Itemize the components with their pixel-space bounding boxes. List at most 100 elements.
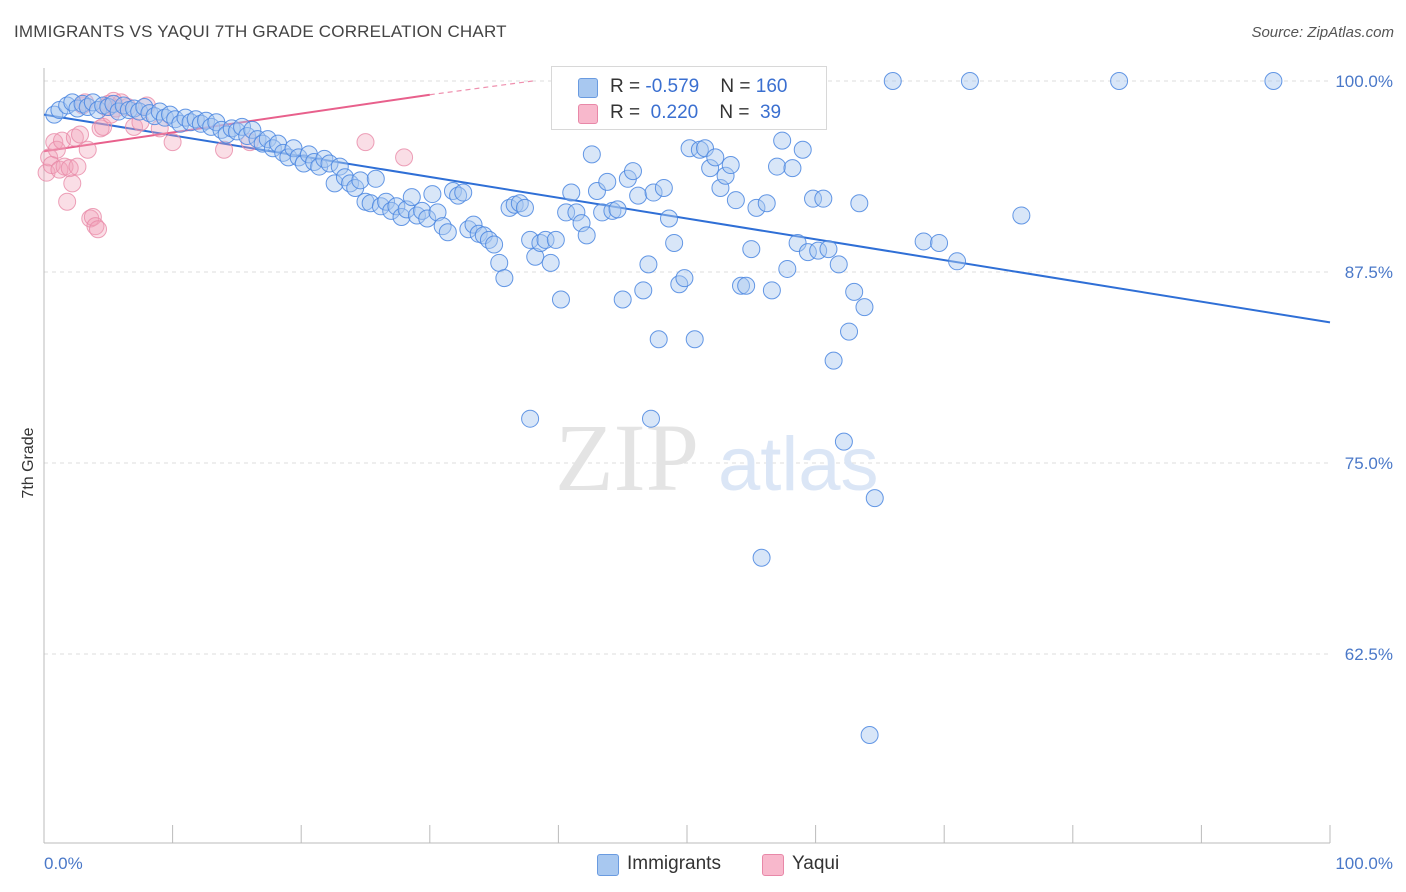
immigrants-point-94 (531, 233, 550, 252)
legend-row-immigrants: R = -0.579 N = 160 (552, 75, 826, 101)
immigrants-point-122 (675, 269, 694, 288)
immigrants-point-69 (402, 188, 421, 207)
r-label: R = (610, 102, 646, 123)
immigrants-point-128 (706, 148, 725, 167)
y-tick-label-2: 87.5% (1345, 263, 1393, 282)
immigrants-point-109 (608, 200, 627, 219)
trend-line-immigrants (43, 113, 1331, 324)
immigrants-point-64 (377, 192, 396, 211)
y-tick-label-3: 100.0% (1335, 72, 1393, 91)
immigrants-point-46 (284, 139, 303, 158)
axes (43, 68, 1331, 844)
immigrants-point-117 (649, 330, 668, 349)
immigrants-point-132 (726, 191, 745, 210)
immigrants-point-91 (515, 198, 534, 217)
series-yaqui-points (37, 91, 414, 239)
legend-text-immigrants: R = -0.579 N = 160 (610, 76, 787, 98)
immigrants-point-157 (855, 298, 874, 317)
yaqui-point-10 (63, 174, 82, 193)
immigrants-point-116 (644, 183, 663, 202)
immigrants-point-139 (762, 281, 781, 300)
series-immigrants-points (45, 72, 1283, 744)
immigrants-point-92 (521, 230, 540, 249)
immigrants-point-86 (490, 253, 509, 272)
immigrants-point-107 (598, 172, 617, 191)
watermark-atlas: atlas (718, 422, 879, 507)
immigrants-point-135 (742, 240, 761, 259)
immigrants-point-96 (541, 253, 560, 272)
legend-swatch-yaqui (578, 104, 598, 124)
source-label: Source: ZipAtlas.com (1251, 24, 1394, 41)
immigrants-point-55 (330, 157, 349, 176)
immigrants-point-163 (1264, 72, 1283, 90)
immigrants-point-131 (721, 156, 740, 175)
immigrants-point-158 (860, 725, 879, 744)
immigrants-point-153 (834, 432, 853, 451)
immigrants-point-87 (495, 269, 514, 288)
immigrants-point-88 (500, 198, 519, 217)
yaqui-point-19 (86, 217, 105, 236)
immigrants-point-10 (99, 97, 118, 116)
immigrants-point-138 (757, 194, 776, 213)
immigrants-point-121 (670, 275, 689, 294)
immigrants-point-165 (641, 409, 660, 428)
immigrants-point-104 (582, 145, 601, 164)
immigrants-point-149 (814, 189, 833, 208)
immigrants-point-147 (804, 189, 823, 208)
chart-title: IMMIGRANTS VS YAQUI 7TH GRADE CORRELATIO… (14, 22, 507, 41)
immigrants-point-103 (577, 226, 596, 245)
immigrants-point-73 (423, 185, 442, 204)
immigrants-point-20 (150, 102, 169, 121)
n-value-yaqui: 39 (754, 102, 782, 123)
immigrants-point-166 (914, 232, 933, 251)
immigrants-point-115 (639, 255, 658, 274)
immigrants-point-54 (325, 174, 344, 193)
immigrants-point-137 (752, 548, 771, 567)
immigrants-point-59 (351, 171, 370, 190)
yaqui-point-8 (58, 192, 77, 211)
yaqui-point-38 (395, 148, 414, 167)
immigrants-point-97 (546, 230, 565, 249)
immigrants-point-74 (428, 203, 447, 222)
immigrants-point-156 (850, 194, 869, 213)
immigrants-point-76 (438, 223, 457, 242)
immigrants-point-99 (557, 203, 576, 222)
stats-legend: R = -0.579 N = 160 R = 0.220 N = 39 (551, 66, 827, 130)
immigrants-point-101 (567, 203, 586, 222)
n-value-immigrants: 160 (755, 76, 788, 97)
watermark: ZIP atlas (555, 404, 879, 511)
immigrants-point-124 (685, 330, 704, 349)
immigrants-point-164 (521, 409, 540, 428)
immigrants-point-144 (788, 233, 807, 252)
y-axis-label: 7th Grade (20, 427, 37, 498)
immigrants-point-28 (191, 114, 210, 133)
trend-line-yaqui-extension (429, 80, 533, 96)
immigrants-point-159 (865, 489, 884, 508)
yaqui-point-13 (71, 125, 90, 144)
yaqui-point-20 (89, 220, 108, 239)
yaqui-point-34 (163, 133, 182, 152)
immigrants-point-151 (824, 351, 843, 370)
immigrants-point-61 (361, 194, 380, 213)
yaqui-point-12 (68, 157, 87, 176)
immigrants-point-45 (279, 148, 298, 167)
immigrants-point-145 (793, 140, 812, 159)
y-tick-label-1: 75.0% (1345, 454, 1393, 473)
legend-row-yaqui: R = 0.220 N = 39 (552, 101, 826, 127)
immigrants-point-133 (732, 276, 751, 295)
n-label: N = (719, 102, 755, 123)
immigrants-point-118 (654, 178, 673, 197)
immigrants-point-120 (665, 233, 684, 252)
yaqui-point-35 (215, 140, 234, 159)
immigrants-point-140 (768, 157, 787, 176)
immigrants-point-168 (948, 252, 967, 271)
watermark-zip: ZIP (555, 404, 699, 511)
n-label: N = (720, 76, 756, 97)
immigrants-point-62 (366, 169, 385, 188)
yaqui-point-4 (47, 140, 66, 159)
grid-lines (44, 80, 1330, 655)
immigrants-point-53 (320, 154, 339, 173)
immigrants-point-155 (845, 282, 864, 301)
immigrants-point-38 (243, 120, 262, 139)
immigrants-point-85 (485, 235, 504, 254)
